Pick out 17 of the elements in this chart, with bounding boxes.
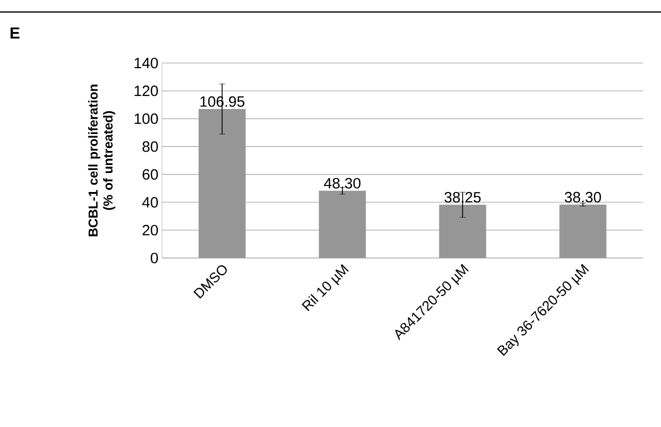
y-tick-label: 40 [142, 196, 158, 208]
y-tick-label: 80 [142, 141, 158, 152]
y-tick-label: 120 [134, 86, 158, 96]
y-tick-label: 140 [134, 58, 158, 68]
bar [198, 109, 246, 258]
x-tick-label: Ril 10 µM [302, 264, 349, 312]
bar [439, 204, 486, 258]
y-tick-label: 0 [150, 252, 158, 264]
bar [318, 190, 366, 258]
text: E [10, 28, 20, 38]
data-label: 48.30 [324, 178, 360, 189]
y-tick-label: 20 [142, 224, 158, 236]
y-tick-label: 60 [142, 169, 158, 180]
y-axis-title: BCBL-1 cell proliferation (% of untreated) [88, 84, 116, 236]
data-label: 38.30 [564, 192, 601, 202]
y-tick-label: 100 [134, 113, 158, 124]
bar [559, 204, 606, 258]
